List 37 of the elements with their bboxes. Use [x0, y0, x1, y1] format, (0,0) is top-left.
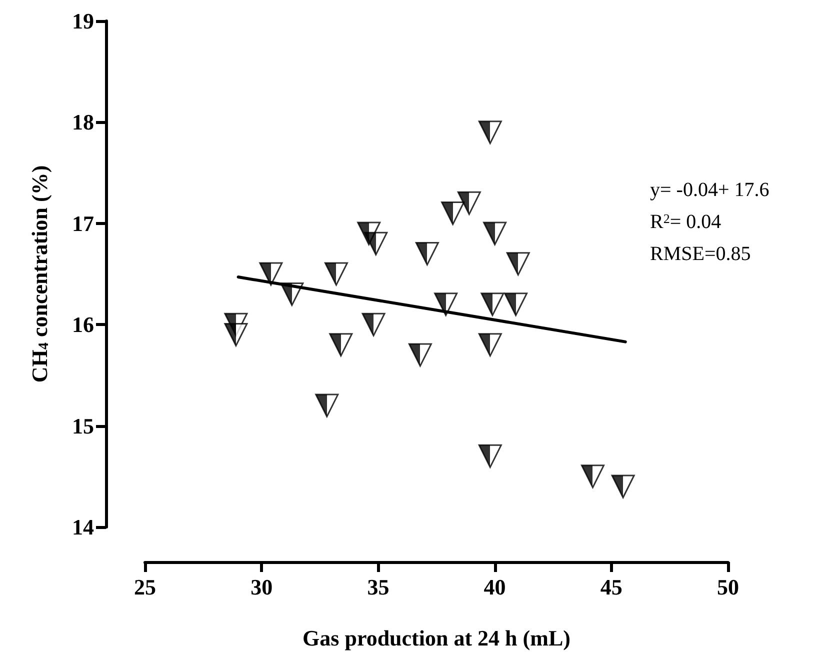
point [364, 232, 388, 256]
point [329, 333, 353, 357]
point [224, 322, 248, 346]
point [478, 120, 502, 144]
y-tick-label: 18 [72, 110, 94, 135]
x-axis-title: Gas production at 24 h (mL) [302, 626, 570, 650]
annotation: RMSE=0.85 [650, 243, 751, 265]
y-tick-label: 14 [72, 514, 94, 540]
annotation: y= -0.04+ 17.6 [650, 179, 770, 201]
x-tick-label: 25 [134, 574, 156, 600]
y-axis-title: CH4 concentration (%) [27, 165, 52, 383]
point [324, 262, 348, 286]
point [434, 292, 458, 316]
y-tick-label: 17 [72, 210, 94, 236]
point [611, 474, 635, 498]
point [259, 262, 283, 286]
point [362, 312, 386, 336]
point [483, 222, 507, 246]
point [478, 333, 502, 357]
point [480, 292, 504, 316]
point [415, 242, 439, 266]
x-tick-label: 35 [367, 574, 390, 600]
point [478, 444, 502, 468]
x-tick-label: 40 [484, 574, 506, 600]
x-tick-label: 45 [600, 574, 622, 600]
y-tick-label: 16 [72, 312, 94, 338]
point [408, 343, 432, 367]
point [504, 292, 528, 316]
x-tick-label: 30 [250, 574, 273, 600]
point [580, 464, 604, 488]
point [441, 202, 465, 226]
point [506, 252, 530, 276]
point [315, 394, 339, 418]
y-tick-label: 15 [72, 413, 94, 438]
point [457, 191, 481, 215]
y-tick-label: 19 [72, 8, 94, 34]
x-tick-label: 50 [717, 574, 739, 600]
